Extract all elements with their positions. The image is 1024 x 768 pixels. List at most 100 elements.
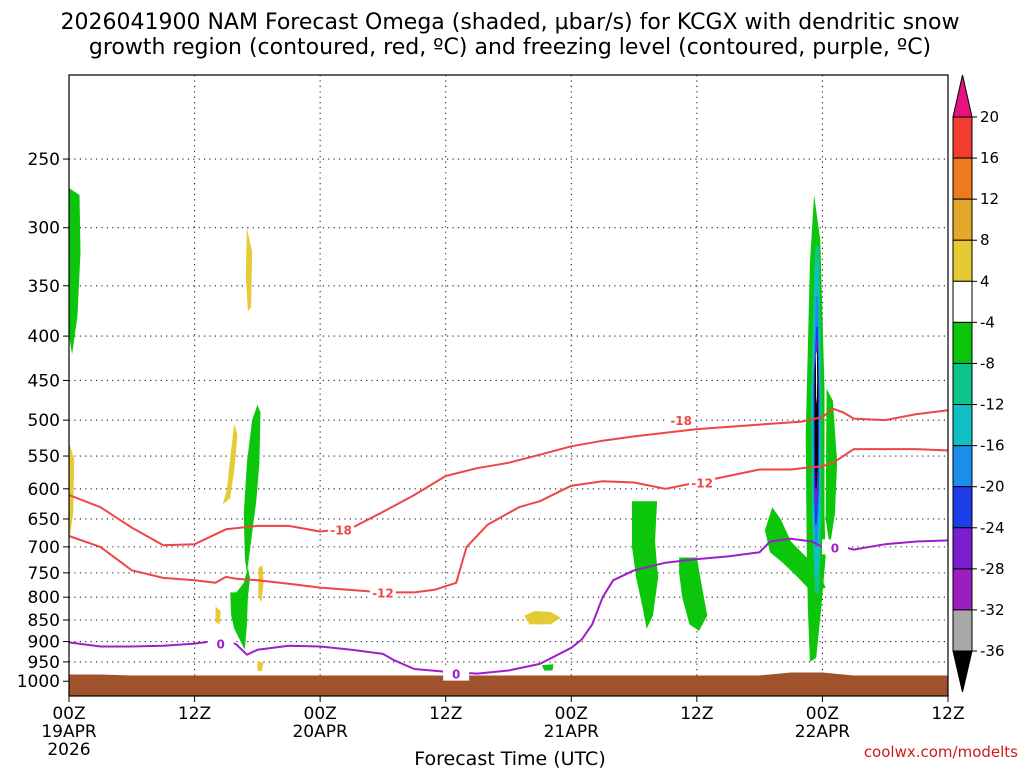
contour-label-bg-2 — [443, 665, 470, 681]
contour-line-1 — [68, 448, 949, 594]
omega-region-green-column-right — [825, 388, 838, 547]
contour-label-extra-2: 0 — [217, 638, 225, 652]
y-tick-label-400: 400 — [28, 327, 60, 347]
contour-label-1: -12 — [372, 586, 394, 600]
contour-label-2: 0 — [452, 668, 460, 682]
y-tick-label-700: 700 — [28, 538, 60, 558]
y-tick-label-600: 600 — [28, 480, 60, 500]
y-tick-label-750: 750 — [28, 564, 60, 584]
omega-region-yellow-960 — [257, 661, 264, 672]
omega-region-yellow-blob — [524, 611, 561, 625]
contour-label-extra-bg-3 — [821, 539, 848, 555]
colorbar-label-7: -12 — [980, 396, 1005, 414]
x-tick-date-0: 19APR — [41, 722, 97, 742]
x-tick-label-0: 00Z — [52, 704, 85, 724]
colorbar-label-6: -8 — [980, 354, 995, 372]
colorbar-label-0: 20 — [980, 108, 999, 126]
omega-region-green-lower — [230, 567, 250, 650]
colorbar: 20 16 12 8 4 -4 -8 -12 -16 -20 -24 -28 -32 -36 — [952, 74, 1005, 693]
credit-text: coolwx.com/modelts — [864, 743, 1018, 761]
colorbar-segment-11 — [952, 568, 973, 611]
colorbar-segment-5 — [952, 321, 973, 364]
colorbar-segment-6 — [952, 362, 973, 406]
y-tick-label-650: 650 — [28, 510, 60, 530]
plot-frame — [68, 74, 949, 697]
y-tick-label-1000: 1000 — [17, 672, 60, 692]
y-tick-label-800: 800 — [28, 588, 60, 608]
x-tick-label-84: 12Z — [931, 704, 964, 724]
plot-area: -18 -12 0 -18 -12 0 0 — [68, 75, 949, 696]
x-tick-label-72: 00Z — [806, 704, 839, 724]
terrain-fill — [69, 672, 948, 696]
omega-region-yellow-tall — [222, 423, 238, 505]
colorbar-segment-10 — [952, 527, 973, 570]
colorbar-label-4: 4 — [980, 272, 990, 290]
contour-label-extra-bg-0 — [668, 412, 695, 428]
contour-line-2 — [68, 537, 949, 675]
contour-label-bg-0 — [328, 521, 355, 537]
colorbar-label-11: -28 — [980, 560, 1005, 578]
omega-region-yellow-right-spike — [258, 565, 264, 602]
colorbar-segment-12 — [952, 609, 973, 652]
omega-region-yellow-830 — [215, 606, 221, 625]
colorbar-label-5: -4 — [980, 313, 995, 331]
x-tick-label-36: 12Z — [429, 704, 462, 724]
chart-title-line2: growth region (contoured, red, ºC) and f… — [89, 35, 931, 60]
omega-region-yellow-350 — [245, 227, 253, 312]
contour-label-extra-3: 0 — [831, 541, 839, 555]
axes: 2503003504004505005506006507007508008509… — [17, 74, 965, 760]
y-tick-label-900: 900 — [28, 633, 60, 653]
y-tick-label-450: 450 — [28, 371, 60, 391]
colorbar-segment-0 — [952, 116, 973, 159]
omega-region-white-core — [815, 350, 818, 405]
colorbar-label-8: -16 — [980, 437, 1005, 455]
colorbar-label-13: -36 — [980, 642, 1005, 660]
colorbar-top-arrow — [952, 74, 973, 118]
y-tick-label-500: 500 — [28, 411, 60, 431]
x-tick-label-12: 12Z — [178, 704, 211, 724]
y-tick-label-350: 350 — [28, 277, 60, 297]
chart-title-line1: 2026041900 NAM Forecast Omega (shaded, µ… — [61, 10, 960, 35]
colorbar-segment-9 — [952, 486, 973, 529]
colorbar-label-3: 8 — [980, 231, 990, 249]
x-tick-year-0: 2026 — [47, 740, 90, 760]
x-tick-label-24: 00Z — [304, 704, 337, 724]
x-tick-label-48: 00Z — [555, 704, 588, 724]
contour-label-extra-0: -18 — [670, 414, 692, 428]
colorbar-segment-2 — [952, 198, 973, 241]
contour-label-extra-1: -12 — [691, 476, 713, 490]
colorbar-label-9: -20 — [980, 478, 1005, 496]
y-tick-label-850: 850 — [28, 611, 60, 631]
colorbar-label-1: 16 — [980, 149, 999, 167]
omega-region-green-tall — [243, 404, 261, 573]
omega-region-green-left-upper — [69, 188, 81, 355]
y-tick-label-250: 250 — [28, 150, 60, 170]
x-tick-label-60: 12Z — [680, 704, 713, 724]
colorbar-segment-7 — [952, 404, 973, 447]
contour-label-bg-1 — [369, 584, 396, 600]
colorbar-segment-3 — [952, 239, 973, 282]
y-tick-label-300: 300 — [28, 219, 60, 239]
omega-region-green-pillar-1 — [632, 501, 659, 629]
colorbar-bottom-arrow — [952, 650, 973, 693]
colorbar-segment-1 — [952, 157, 973, 200]
y-tick-label-950: 950 — [28, 653, 60, 673]
y-tick-label-550: 550 — [28, 447, 60, 467]
x-tick-date-72: 22APR — [795, 722, 851, 742]
omega-region-green-pillar-2 — [679, 557, 708, 631]
x-axis-label: Forecast Time (UTC) — [414, 748, 605, 768]
contour-label-extra-bg-2 — [207, 635, 234, 651]
colorbar-label-10: -24 — [980, 519, 1005, 537]
x-tick-date-48: 21APR — [544, 722, 600, 742]
x-tick-date-24: 20APR — [292, 722, 348, 742]
contour-label-0: -18 — [330, 523, 352, 537]
contour-line-0 — [68, 407, 949, 547]
colorbar-segment-8 — [952, 445, 973, 488]
colorbar-label-12: -32 — [980, 601, 1005, 619]
omega-region-yellow-left — [69, 442, 75, 536]
colorbar-label-2: 12 — [980, 190, 999, 208]
omega-region-green-speck — [542, 664, 554, 671]
contour-label-extra-bg-1 — [689, 474, 716, 490]
colorbar-segment-4 — [952, 280, 973, 323]
